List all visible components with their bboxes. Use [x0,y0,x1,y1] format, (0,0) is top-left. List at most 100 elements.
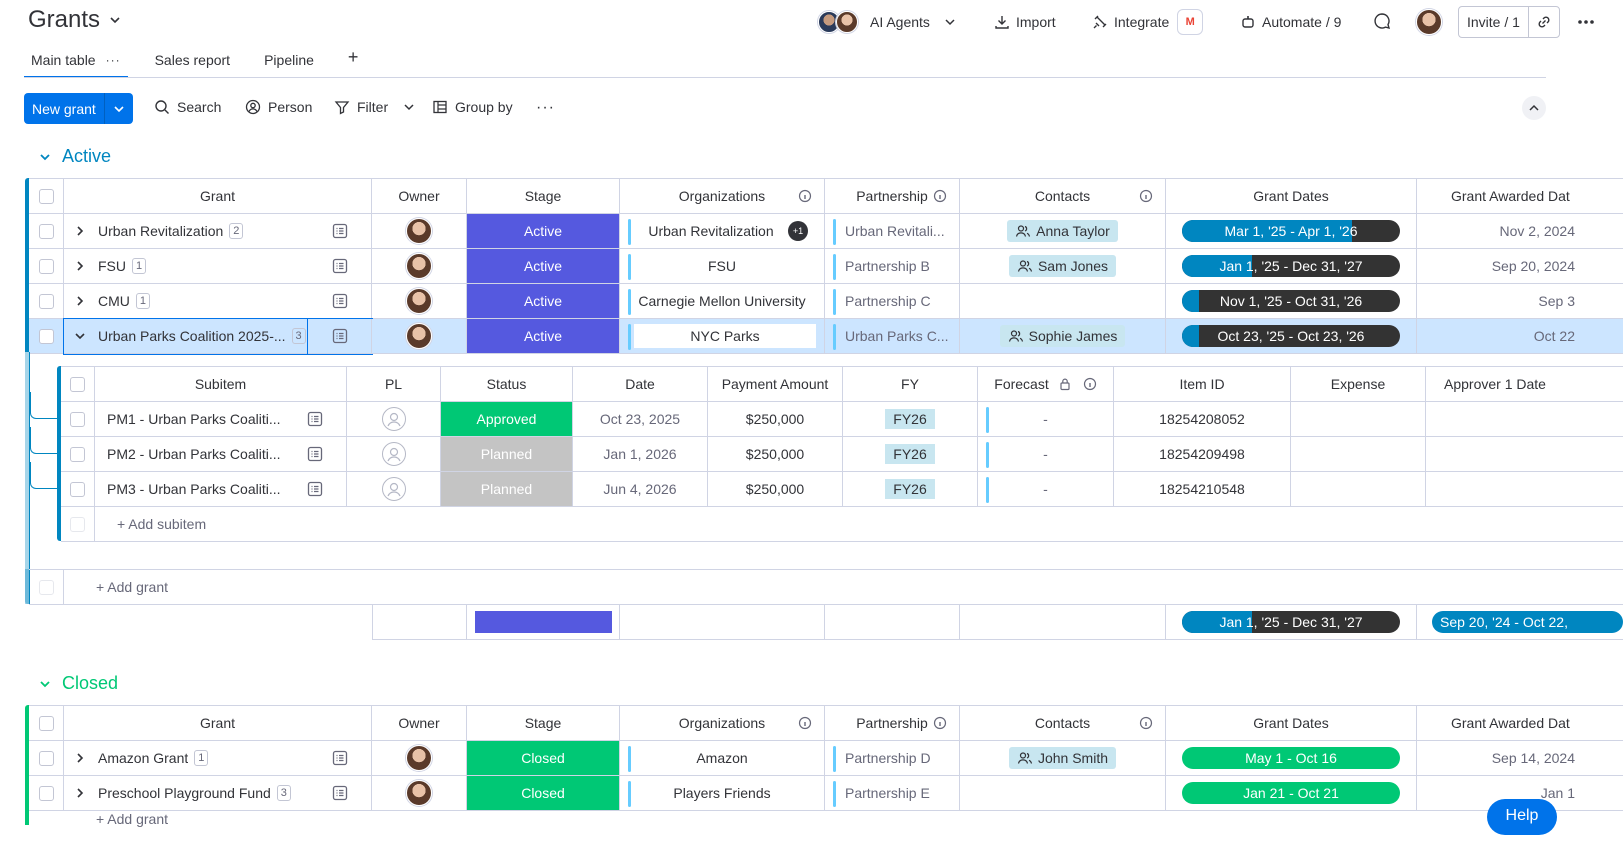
sub-column-header-fy[interactable]: FY [843,367,978,402]
tab-main-table[interactable]: Main table ··· [24,52,128,78]
grant-name-cell[interactable]: Preschool Playground Fund 3 [64,776,308,811]
chevron-right-icon[interactable] [72,752,88,764]
timeline-pill[interactable]: Jan 21 - Oct 21 [1182,782,1400,804]
column-header-grant-dates[interactable]: Grant Dates [1166,179,1417,214]
integrate-button[interactable]: Integrate M [1092,9,1204,35]
tab-pipeline[interactable]: Pipeline [257,52,321,78]
sub-column-header-expense[interactable]: Expense [1291,367,1426,402]
payment-cell[interactable]: $250,000 [708,437,843,472]
organizations-cell[interactable]: NYC Parks [620,319,825,354]
item-details-icon[interactable] [331,292,349,310]
contacts-cell[interactable] [960,776,1166,811]
timeline-pill[interactable]: May 1 - Oct 16 [1182,747,1400,769]
help-button[interactable]: Help [1487,799,1557,835]
column-header-grant[interactable]: Grant [64,706,372,741]
payment-cell[interactable]: $250,000 [708,472,843,507]
summary-timeline-pill[interactable]: Jan 1, '25 - Dec 31, '27 [1182,611,1400,633]
row-select[interactable] [29,284,64,319]
row-select[interactable] [29,319,64,354]
column-header-contacts[interactable]: Contacts [960,706,1166,741]
add-view-button[interactable]: + [341,47,366,78]
search-button[interactable]: Search [154,99,221,115]
date-cell[interactable]: Jun 4, 2026 [573,472,708,507]
contacts-cell[interactable]: John Smith [960,741,1166,776]
owner-avatar[interactable] [406,253,432,279]
item-details-icon[interactable] [331,257,349,275]
summary-awarded-pill[interactable]: Sep 20, '24 - Oct 22, [1432,611,1623,633]
grant-awarded-cell[interactable]: Nov 2, 2024 [1417,214,1623,249]
grant-dates-cell[interactable]: Nov 1, '25 - Oct 31, '26 [1166,284,1417,319]
pl-cell[interactable] [347,402,441,437]
column-header-stage[interactable]: Stage [467,706,620,741]
row-checkbox[interactable] [70,411,85,427]
owner-avatar[interactable] [406,288,432,314]
grant-awarded-cell[interactable]: Sep 3 [1417,284,1623,319]
chevron-right-icon[interactable] [72,260,88,272]
column-header-organizations[interactable]: Organizations [620,179,825,214]
contacts-cell[interactable]: Sam Jones [960,249,1166,284]
group-active-header[interactable]: Active [38,146,111,167]
organizations-cell[interactable]: FSU [620,249,825,284]
item-details-icon[interactable] [306,480,324,498]
timeline-pill[interactable]: Oct 23, '25 - Oct 23, '26 [1182,325,1400,347]
board-title[interactable]: Grants [28,6,122,34]
filter-button[interactable]: Filter [334,99,415,115]
add-grant-row[interactable]: + Add grant [64,811,372,831]
fy-cell[interactable]: FY26 [843,437,978,472]
organizations-cell[interactable]: Amazon [620,741,825,776]
date-cell[interactable]: Oct 23, 2025 [573,402,708,437]
stage-cell[interactable]: Active [467,284,620,319]
select-all-checkbox[interactable] [38,715,54,731]
owner-avatar[interactable] [406,323,432,349]
owner-cell[interactable] [372,214,467,249]
sub-column-header-date[interactable]: Date [573,367,708,402]
open-item-cell[interactable] [308,776,372,811]
organizations-cell[interactable]: Urban Revitalization +1 [620,214,825,249]
owner-avatar[interactable] [406,218,432,244]
grant-awarded-cell[interactable]: Sep 14, 2024 [1417,741,1623,776]
status-cell[interactable]: Planned [441,472,573,507]
contacts-cell[interactable]: Sophie James [960,319,1166,354]
status-cell[interactable]: Planned [441,437,573,472]
subitem-name-cell[interactable]: PM3 - Urban Parks Coaliti... [95,472,284,507]
grant-name-cell[interactable]: Urban Revitalization 2 [64,214,308,249]
chevron-right-icon[interactable] [72,787,88,799]
empty-person-icon[interactable] [381,477,406,501]
owner-avatar[interactable] [406,745,432,771]
item-details-icon[interactable] [331,784,349,802]
owner-avatar[interactable] [406,780,432,806]
open-subitem-cell[interactable] [284,402,347,437]
automate-button[interactable]: Automate / 9 [1240,10,1341,34]
column-header-grant-awarded[interactable]: Grant Awarded Dat [1417,706,1623,741]
column-header-owner[interactable]: Owner [372,179,467,214]
open-item-cell[interactable] [307,318,373,355]
sub-column-header-forecast[interactable]: Forecast [978,367,1114,402]
stage-distribution-bar[interactable] [474,611,612,633]
chevron-right-icon[interactable] [72,225,88,237]
chevron-right-icon[interactable] [72,295,88,307]
more-organizations-badge[interactable]: +1 [788,221,808,241]
row-checkbox[interactable] [70,446,85,462]
column-header-organizations[interactable]: Organizations [620,706,825,741]
stage-cell[interactable]: Active [467,249,620,284]
organizations-cell[interactable]: Carnegie Mellon University [620,284,825,319]
grant-awarded-cell[interactable]: Oct 22 [1417,319,1623,354]
row-checkbox[interactable] [38,258,54,274]
chevron-down-icon[interactable] [38,150,52,164]
group-by-button[interactable]: Group by [432,99,513,115]
fy-cell[interactable]: FY26 [843,402,978,437]
organization-chip[interactable]: NYC Parks [634,324,816,348]
sub-column-header-item-id[interactable]: Item ID [1114,367,1291,402]
grant-awarded-cell[interactable]: Sep 20, 2024 [1417,249,1623,284]
grant-dates-cell[interactable]: Jan 21 - Oct 21 [1166,776,1417,811]
column-header-grant[interactable]: Grant [64,179,372,214]
open-item-cell[interactable] [308,284,372,319]
owner-cell[interactable] [372,319,467,354]
open-subitem-cell[interactable] [284,472,347,507]
sub-column-header-payment[interactable]: Payment Amount [708,367,843,402]
invite-button[interactable]: Invite / 1 [1467,14,1520,30]
subitem-select[interactable] [61,437,95,472]
row-checkbox[interactable] [38,293,54,309]
expense-cell[interactable] [1291,402,1426,437]
empty-person-icon[interactable] [381,442,406,466]
